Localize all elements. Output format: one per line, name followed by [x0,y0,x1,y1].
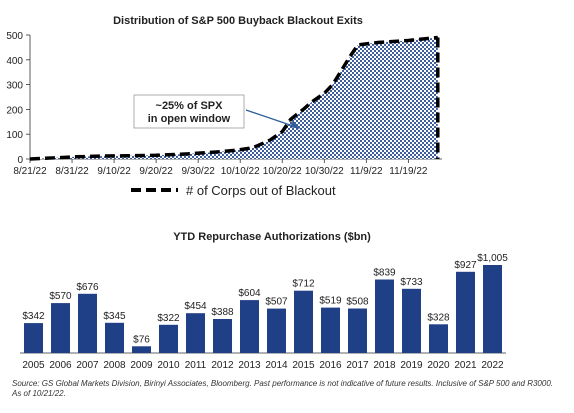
x-tick-label: 10/10/22 [221,166,260,177]
y-tick-label: 400 [6,56,23,67]
bar [267,308,286,353]
bar [78,293,97,353]
y-tick-label: 100 [6,130,23,141]
bar [375,279,394,353]
x-tick-label: 2020 [427,360,450,371]
x-tick-label: 2022 [481,360,504,371]
bar [348,308,367,353]
y-tick-label: 200 [6,105,23,116]
x-tick-label: 2017 [346,360,369,371]
data-label: $1,005 [477,253,508,264]
source-note: Source: GS Global Markets Division, Biri… [12,379,553,398]
x-tick-label: 8/21/22 [13,166,47,177]
chart-title: Distribution of S&P 500 Buyback Blackout… [113,15,363,27]
data-label: $76 [133,334,150,345]
data-label: $676 [76,282,99,293]
callout-arrow [245,109,297,128]
x-tick-label: 2019 [400,360,423,371]
x-tick-label: 9/20/22 [139,166,173,177]
data-label: $604 [238,288,261,299]
y-tick-label: 0 [17,155,23,166]
data-label: $570 [49,291,72,302]
x-tick-label: 2012 [211,360,234,371]
x-tick-label: 9/10/22 [97,166,131,177]
x-tick-label: 2018 [373,360,396,371]
bar [429,324,448,353]
callout: ~25% of SPX in open window [133,94,300,129]
y-tick-label: 500 [6,31,23,42]
y-tick-label: 300 [6,81,23,92]
x-tick-label: 9/30/22 [181,166,215,177]
bar [51,303,70,353]
bar [240,300,259,353]
x-tick-label: 2013 [238,360,261,371]
bar [213,319,232,353]
data-label: $507 [265,297,288,308]
x-tick-label: 2010 [157,360,180,371]
callout-box [133,94,245,129]
data-label: $328 [427,312,450,323]
data-label: $322 [157,313,180,324]
data-label: $839 [373,268,396,279]
data-label: $508 [346,297,369,308]
data-label: $927 [454,260,477,271]
data-label: $454 [184,301,207,312]
bar [402,288,421,353]
callout-line-1: ~25% of SPX [156,100,224,112]
data-label: $519 [319,296,342,307]
data-label: $345 [103,311,126,322]
bar [105,322,124,353]
bar [24,323,43,353]
x-tick-label: 2015 [292,360,315,371]
x-tick-label: 2007 [76,360,99,371]
x-tick-label: 2005 [22,360,45,371]
chart-title: YTD Repurchase Authorizations ($bn) [173,231,371,243]
x-tick-label: 2008 [103,360,126,371]
x-tick-label: 2006 [49,360,72,371]
x-tick-label: 10/30/22 [305,166,344,177]
callout-arrowhead [290,121,300,129]
x-tick-label: 2021 [454,360,477,371]
bar [132,346,151,353]
x-tick-label: 8/31/22 [55,166,89,177]
legend: # of Corps out of Blackout [131,183,336,198]
bar [186,313,205,353]
x-tick-label: 11/19/22 [389,166,428,177]
legend-label: # of Corps out of Blackout [186,183,336,198]
data-label: $712 [292,279,315,290]
x-tick-label: 10/20/22 [263,166,302,177]
bar [321,307,340,353]
bar [456,271,475,353]
data-label: $388 [211,307,234,318]
data-label: $342 [22,311,45,322]
x-tick-label: 2011 [185,360,207,371]
blackout-exits-chart: Distribution of S&P 500 Buyback Blackout… [6,15,442,198]
bar [159,324,178,353]
callout-line-2: in open window [148,113,231,125]
x-tick-label: 2016 [319,360,342,371]
data-label: $733 [400,277,423,288]
x-tick-label: 2009 [130,360,153,371]
bar [294,290,313,353]
series-area [30,37,438,159]
series-line [29,35,438,161]
x-tick-label: 2014 [265,360,288,371]
x-tick-label: 11/9/22 [350,166,383,177]
repurchase-authorizations-chart: YTD Repurchase Authorizations ($bn) $342… [20,231,508,371]
bar [483,265,502,353]
